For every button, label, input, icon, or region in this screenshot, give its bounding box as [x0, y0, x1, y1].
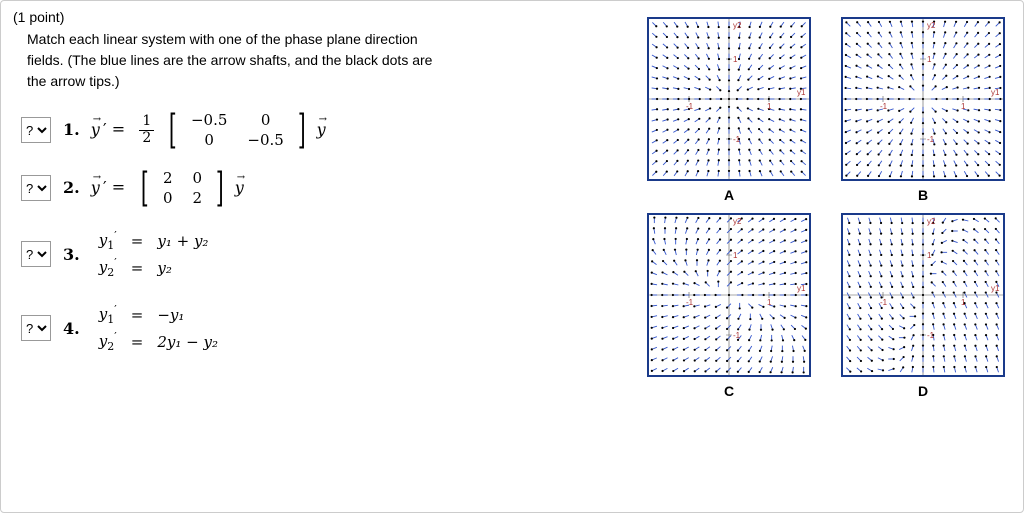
- direction-field-A: y2 y1 -1 1 -1 1: [647, 17, 811, 181]
- svg-text:-1: -1: [927, 331, 935, 340]
- svg-text:-1: -1: [880, 102, 888, 111]
- answer-select-3[interactable]: ?: [21, 241, 51, 267]
- equation-4: 4. y1′=−y₁ y2′=2y₁ − y₂: [63, 300, 226, 356]
- direction-field-grid: y2 y1 -1 1 -1 1 A y2 y1 -1 1 -1 1 B y2 y1 -1 1 -1 1 C y…: [641, 17, 1011, 399]
- svg-text:1: 1: [733, 55, 738, 64]
- intro-line-2: fields. (The blue lines are the arrow sh…: [27, 52, 432, 68]
- svg-text:1: 1: [961, 102, 966, 111]
- question-3-row: ? 3. y1′=y₁ + y₂ y2′=y₂: [21, 226, 621, 282]
- plot-D-cell: y2 y1 -1 1 -1 1 D: [841, 213, 1005, 399]
- intro-line-3: the arrow tips.): [27, 73, 120, 89]
- svg-text:-1: -1: [733, 331, 741, 340]
- svg-text:y1: y1: [991, 88, 1000, 97]
- svg-text:1: 1: [927, 251, 932, 260]
- svg-text:y2: y2: [733, 217, 742, 226]
- equation-3: 3. y1′=y₁ + y₂ y2′=y₂: [63, 226, 216, 282]
- svg-text:-1: -1: [686, 102, 694, 111]
- points-label: (1 point): [13, 9, 621, 25]
- svg-text:y2: y2: [927, 21, 936, 30]
- equation-2: 2. →y ′ = [ 20 02 ] →y: [63, 168, 244, 208]
- plot-label-C: C: [647, 383, 811, 399]
- svg-text:1: 1: [733, 251, 738, 260]
- answer-select-1[interactable]: ?: [21, 117, 51, 143]
- right-column: y2 y1 -1 1 -1 1 A y2 y1 -1 1 -1 1 B y2 y1 -1 1 -1 1 C y…: [641, 9, 1011, 399]
- direction-field-B: y2 y1 -1 1 -1 1: [841, 17, 1005, 181]
- plot-label-A: A: [647, 187, 811, 203]
- plot-A-cell: y2 y1 -1 1 -1 1 A: [647, 17, 811, 203]
- plot-label-B: B: [841, 187, 1005, 203]
- answer-select-4[interactable]: ?: [21, 315, 51, 341]
- svg-text:-1: -1: [686, 298, 694, 307]
- plot-label-D: D: [841, 383, 1005, 399]
- question-1-row: ? 1. →y ′ = 12 [ −0.50 0−0.5 ] →y: [21, 110, 621, 150]
- svg-text:y1: y1: [797, 88, 806, 97]
- svg-text:1: 1: [767, 102, 772, 111]
- svg-text:y2: y2: [927, 217, 936, 226]
- svg-text:y1: y1: [797, 284, 806, 293]
- question-4-row: ? 4. y1′=−y₁ y2′=2y₁ − y₂: [21, 300, 621, 356]
- direction-field-D: y2 y1 -1 1 -1 1: [841, 213, 1005, 377]
- plot-B-cell: y2 y1 -1 1 -1 1 B: [841, 17, 1005, 203]
- svg-text:-1: -1: [927, 135, 935, 144]
- left-column: (1 point) Match each linear system with …: [13, 9, 641, 399]
- svg-text:1: 1: [767, 298, 772, 307]
- problem-panel: (1 point) Match each linear system with …: [0, 0, 1024, 513]
- plot-C-cell: y2 y1 -1 1 -1 1 C: [647, 213, 811, 399]
- answer-select-2[interactable]: ?: [21, 175, 51, 201]
- svg-text:-1: -1: [733, 135, 741, 144]
- svg-text:y2: y2: [733, 21, 742, 30]
- intro-text: Match each linear system with one of the…: [13, 29, 621, 92]
- intro-line-1: Match each linear system with one of the…: [27, 31, 418, 47]
- equation-1: 1. →y ′ = 12 [ −0.50 0−0.5 ] →y: [63, 110, 326, 150]
- svg-text:1: 1: [927, 55, 932, 64]
- svg-text:1: 1: [961, 298, 966, 307]
- svg-text:y1: y1: [991, 284, 1000, 293]
- direction-field-C: y2 y1 -1 1 -1 1: [647, 213, 811, 377]
- svg-text:-1: -1: [880, 298, 888, 307]
- question-2-row: ? 2. →y ′ = [ 20 02 ] →y: [21, 168, 621, 208]
